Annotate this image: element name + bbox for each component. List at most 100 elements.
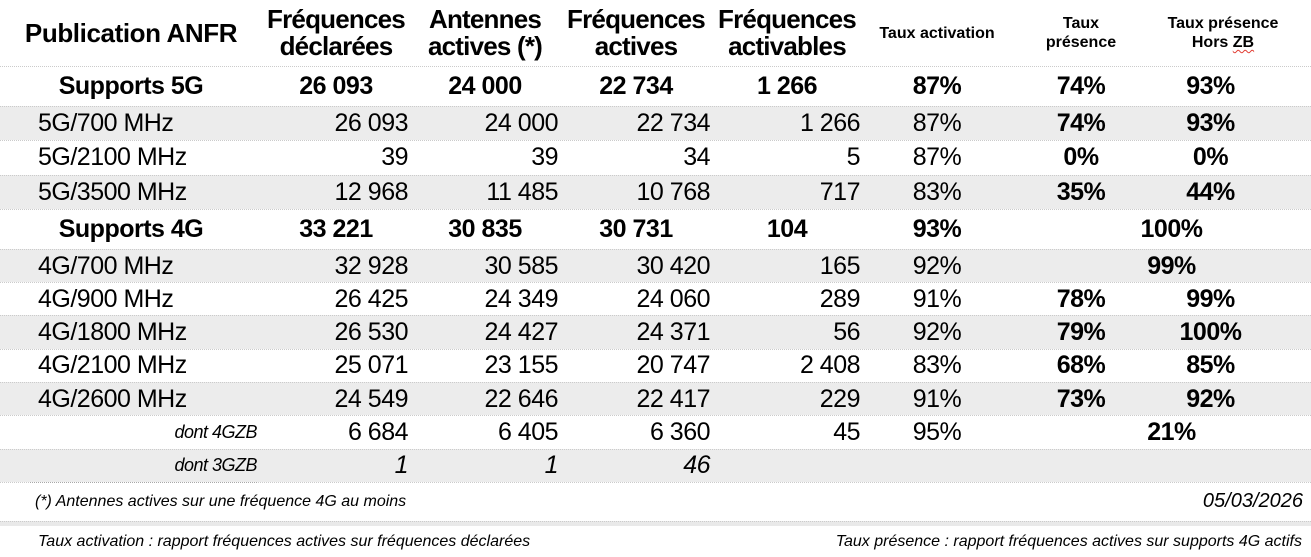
cell-frequences-activables: 1 266 bbox=[799, 109, 861, 138]
row-label: 5G/2100 MHz bbox=[38, 143, 187, 172]
header-frequences-declarees: Fréquences déclarées bbox=[267, 4, 406, 61]
header-taux-activation: Taux activation bbox=[879, 24, 995, 42]
cell-frequences-declarees: 26 093 bbox=[299, 72, 373, 100]
table-row: Supports 4G 33 221 30 835 30 731 104 93% 100% bbox=[0, 208, 1311, 249]
row-label: Supports 4G bbox=[58, 214, 204, 243]
cell-frequences-activables: 45 bbox=[833, 418, 860, 447]
table-row: 4G/700 MHz 32 928 30 585 30 420 165 92% 99% bbox=[0, 248, 1311, 283]
row-label: dont 3GZB bbox=[174, 455, 257, 476]
table-row: dont 3GZB 1 1 46 bbox=[0, 448, 1311, 482]
cell-antennes-actives: 30 585 bbox=[484, 251, 559, 280]
row-label: 5G/3500 MHz bbox=[38, 177, 187, 206]
row-label: 5G/700 MHz bbox=[38, 109, 174, 138]
cell-taux-presence-hors-zb: 93% bbox=[1186, 109, 1235, 138]
footnote-antennes: (*) Antennes actives sur une fréquence 4… bbox=[35, 492, 407, 510]
cell-taux-presence-merged: 21% bbox=[1147, 418, 1196, 447]
cell-taux-activation: 83% bbox=[912, 177, 962, 206]
row-label: 4G/2100 MHz bbox=[38, 351, 187, 380]
cell-taux-presence: 0% bbox=[1063, 143, 1099, 172]
header-frequences-actives: Fréquences actives bbox=[567, 4, 706, 61]
header-frequences-activables: Fréquences activables bbox=[718, 4, 857, 61]
definition-taux-activation: Taux activation : rapport fréquences act… bbox=[38, 532, 531, 550]
table-body: Supports 5G 26 093 24 000 22 734 1 266 87% 74%… bbox=[0, 66, 1311, 482]
header-taux-presence-hors-zb: Taux présence Hors ZB bbox=[1167, 15, 1279, 51]
cell-frequences-declarees: 24 549 bbox=[334, 384, 409, 413]
cell-frequences-actives: 22 734 bbox=[599, 72, 673, 100]
publication-date: 05/03/2026 bbox=[1202, 490, 1303, 513]
cell-antennes-actives: 30 835 bbox=[448, 214, 522, 243]
table-row: 4G/2100 MHz 25 071 23 155 20 747 2 408 83% 68%… bbox=[0, 348, 1311, 382]
cell-taux-activation: 91% bbox=[912, 384, 962, 413]
table-row: 4G/900 MHz 26 425 24 349 24 060 289 91% 78% 99% bbox=[0, 282, 1311, 315]
row-label: 4G/2600 MHz bbox=[38, 384, 187, 413]
row-label: dont 4GZB bbox=[174, 422, 257, 443]
cell-frequences-declarees: 26 425 bbox=[334, 284, 409, 313]
cell-frequences-actives: 20 747 bbox=[636, 351, 711, 380]
cell-taux-presence: 35% bbox=[1056, 177, 1106, 206]
row-label: Supports 5G bbox=[58, 72, 204, 100]
cell-taux-presence-hors-zb: 85% bbox=[1186, 351, 1235, 380]
cell-antennes-actives: 6 405 bbox=[497, 418, 559, 447]
cell-taux-activation: 92% bbox=[912, 251, 962, 280]
table-row: 4G/2600 MHz 24 549 22 646 22 417 229 91% 73% 92… bbox=[0, 382, 1311, 416]
row-label: 4G/1800 MHz bbox=[38, 318, 187, 347]
cell-antennes-actives: 22 646 bbox=[484, 384, 559, 413]
table-header: Publication ANFR Fréquences déclarées Ant… bbox=[0, 0, 1311, 66]
cell-taux-presence-hors-zb: 93% bbox=[1186, 72, 1235, 100]
cell-taux-presence-merged: 100% bbox=[1140, 214, 1203, 243]
cell-frequences-actives: 30 420 bbox=[636, 251, 711, 280]
cell-antennes-actives: 1 bbox=[544, 451, 559, 480]
cell-taux-activation: 87% bbox=[912, 109, 962, 138]
definition-taux-presence: Taux présence : rapport fréquences activ… bbox=[835, 532, 1302, 550]
header-antennes-actives: Antennes actives (*) bbox=[427, 4, 543, 61]
cell-frequences-activables: 717 bbox=[819, 177, 861, 206]
cell-frequences-actives: 30 731 bbox=[599, 214, 673, 243]
cell-frequences-activables: 289 bbox=[819, 284, 861, 313]
table-row: 5G/700 MHz 26 093 24 000 22 734 1 266 87% 74% 9… bbox=[0, 106, 1311, 141]
cell-antennes-actives: 39 bbox=[531, 143, 558, 172]
cell-frequences-actives: 22 417 bbox=[636, 384, 711, 413]
table-row: dont 4GZB 6 684 6 405 6 360 45 95% 21% bbox=[0, 415, 1311, 448]
footer-divider bbox=[0, 520, 1311, 527]
cell-taux-presence: 78% bbox=[1056, 284, 1106, 313]
cell-frequences-declarees: 6 684 bbox=[347, 418, 409, 447]
cell-frequences-activables: 165 bbox=[819, 251, 861, 280]
cell-frequences-actives: 34 bbox=[683, 143, 710, 172]
cell-antennes-actives: 24 000 bbox=[448, 72, 522, 100]
cell-taux-activation: 83% bbox=[912, 351, 962, 380]
cell-frequences-actives: 24 371 bbox=[636, 318, 711, 347]
cell-frequences-activables: 104 bbox=[766, 214, 808, 243]
header-publication-anfr: Publication ANFR bbox=[24, 17, 238, 48]
definitions-row: Taux activation : rapport fréquences act… bbox=[0, 526, 1311, 557]
zb-misspell-underline: ZB bbox=[1232, 34, 1255, 51]
cell-taux-presence: 74% bbox=[1056, 109, 1106, 138]
cell-frequences-declarees: 32 928 bbox=[334, 251, 409, 280]
cell-antennes-actives: 11 485 bbox=[486, 177, 558, 206]
cell-antennes-actives: 24 349 bbox=[484, 284, 559, 313]
cell-taux-activation: 93% bbox=[912, 214, 962, 243]
cell-taux-presence-hors-zb: 100% bbox=[1179, 318, 1242, 347]
cell-frequences-declarees: 39 bbox=[381, 143, 408, 172]
cell-taux-presence: 68% bbox=[1056, 351, 1106, 380]
cell-frequences-declarees: 33 221 bbox=[299, 214, 373, 243]
cell-taux-activation: 87% bbox=[912, 72, 962, 100]
cell-taux-presence-hors-zb: 44% bbox=[1186, 177, 1235, 206]
cell-taux-activation: 87% bbox=[912, 143, 962, 172]
cell-frequences-actives: 46 bbox=[683, 451, 710, 480]
cell-frequences-activables: 229 bbox=[819, 384, 861, 413]
header-taux-presence: Taux présence bbox=[1045, 15, 1117, 51]
cell-taux-presence: 74% bbox=[1056, 72, 1106, 100]
cell-frequences-declarees: 26 093 bbox=[334, 109, 409, 138]
cell-frequences-declarees: 26 530 bbox=[334, 318, 409, 347]
cell-frequences-actives: 22 734 bbox=[636, 109, 711, 138]
cell-frequences-activables: 1 266 bbox=[756, 72, 818, 100]
table-row: 5G/2100 MHz 39 39 34 5 87% 0% 0% bbox=[0, 140, 1311, 174]
cell-frequences-actives: 24 060 bbox=[636, 284, 711, 313]
cell-taux-presence: 79% bbox=[1056, 318, 1106, 347]
cell-taux-activation: 91% bbox=[912, 284, 962, 313]
cell-frequences-activables: 56 bbox=[833, 318, 860, 347]
cell-frequences-activables: 2 408 bbox=[799, 351, 861, 380]
cell-frequences-actives: 10 768 bbox=[636, 177, 711, 206]
cell-taux-presence-hors-zb: 92% bbox=[1186, 384, 1235, 413]
cell-antennes-actives: 24 427 bbox=[484, 318, 559, 347]
